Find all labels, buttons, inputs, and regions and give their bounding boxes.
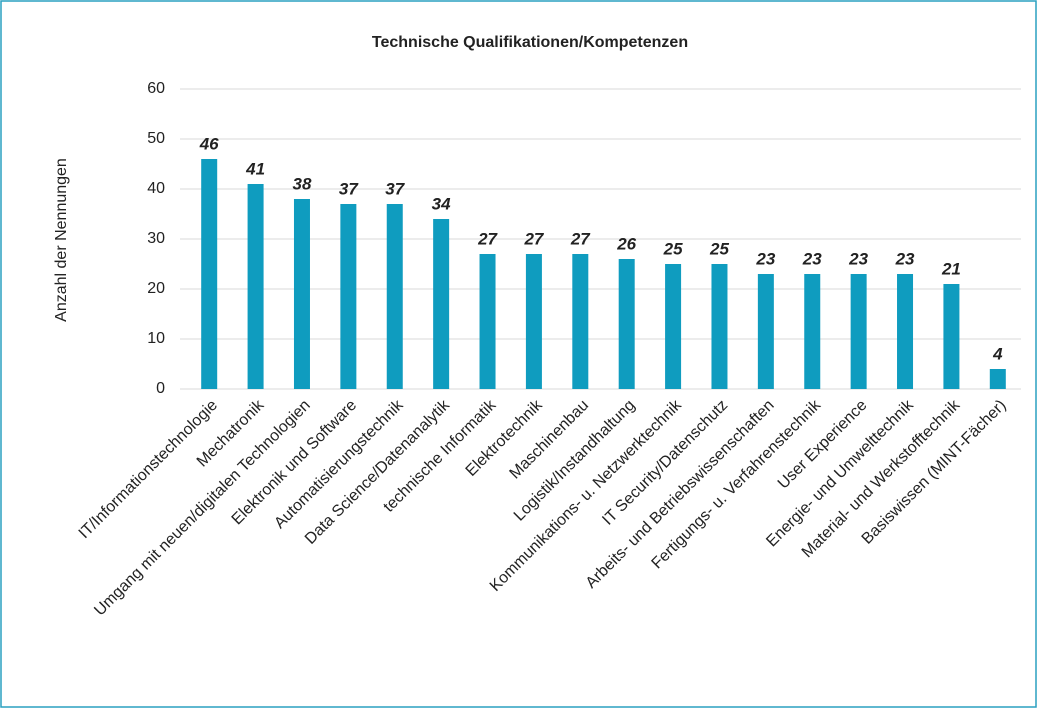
bar xyxy=(804,274,821,389)
value-label: 23 xyxy=(895,249,915,268)
value-label: 38 xyxy=(293,174,312,193)
bar xyxy=(479,254,496,389)
y-axis-label: Anzahl der Nennungen xyxy=(53,158,70,322)
bar xyxy=(247,184,264,389)
value-label: 4 xyxy=(992,344,1003,363)
value-label: 41 xyxy=(245,159,265,178)
bar xyxy=(572,254,589,389)
value-label: 46 xyxy=(199,134,219,153)
bar xyxy=(850,274,867,389)
value-label: 25 xyxy=(709,239,729,258)
y-tick-label: 50 xyxy=(147,130,165,147)
value-label: 21 xyxy=(941,259,961,278)
y-tick-label: 10 xyxy=(147,330,165,347)
bar xyxy=(386,204,403,389)
bar xyxy=(989,369,1006,389)
bar xyxy=(201,159,218,389)
value-label: 27 xyxy=(523,229,544,248)
bar xyxy=(618,259,635,389)
value-label: 27 xyxy=(477,229,498,248)
bar xyxy=(340,204,357,389)
value-label: 23 xyxy=(755,249,775,268)
chart-title: Technische Qualifikationen/Kompetenzen xyxy=(372,34,688,51)
value-label: 23 xyxy=(802,249,822,268)
y-tick-label: 30 xyxy=(147,230,165,247)
y-tick-label: 0 xyxy=(156,380,165,397)
value-label: 37 xyxy=(385,179,405,198)
value-label: 37 xyxy=(339,179,359,198)
bar xyxy=(433,219,450,389)
bar xyxy=(943,284,960,389)
value-label: 26 xyxy=(616,234,636,253)
bar xyxy=(293,199,310,389)
value-label: 27 xyxy=(570,229,591,248)
y-tick-label: 40 xyxy=(147,180,165,197)
bar xyxy=(757,274,774,389)
value-label: 34 xyxy=(432,194,451,213)
value-label: 25 xyxy=(663,239,683,258)
bar xyxy=(665,264,682,389)
bar xyxy=(525,254,542,389)
bar xyxy=(897,274,914,389)
bar xyxy=(711,264,728,389)
value-label: 23 xyxy=(848,249,868,268)
y-tick-label: 60 xyxy=(147,80,165,97)
y-tick-label: 20 xyxy=(147,280,165,297)
